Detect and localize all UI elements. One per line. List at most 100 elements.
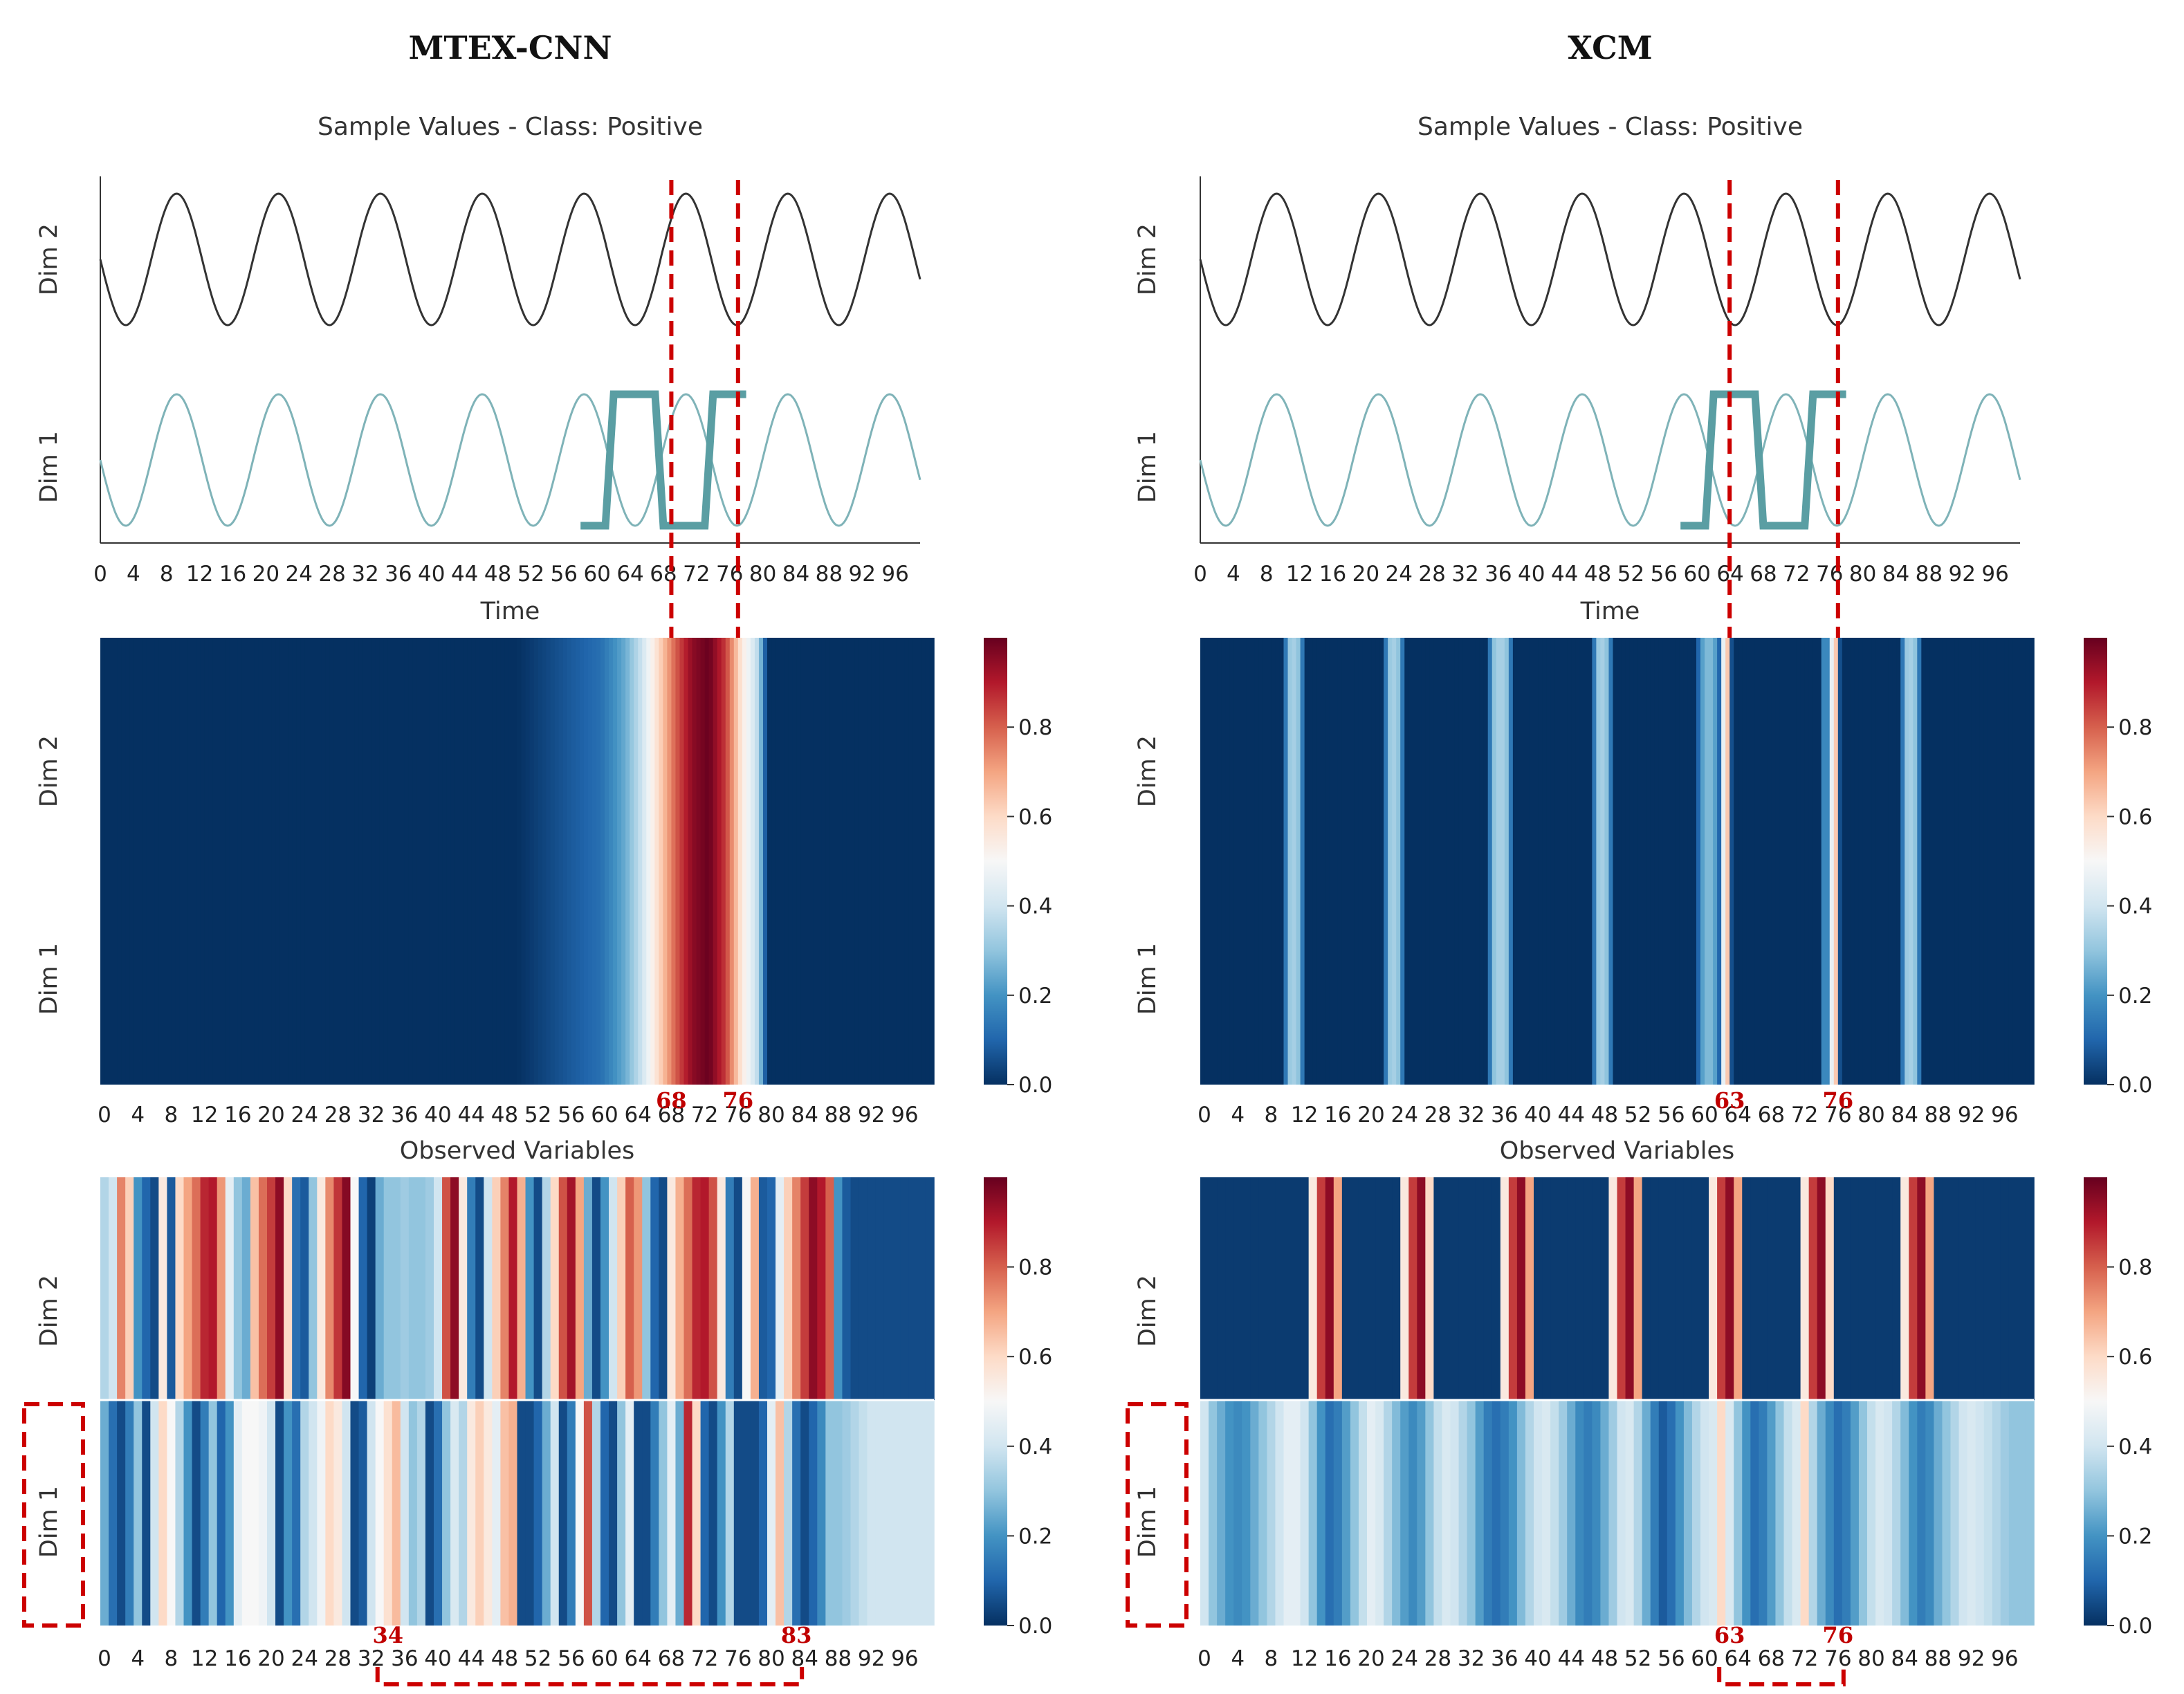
heatmap-cell [1709,638,1714,1085]
heatmap-cell [713,638,718,1085]
var-heatmap-cell [533,1177,543,1400]
var-heatmap-cell [1867,1177,1876,1400]
var-heatmap-cell [508,1177,518,1400]
var-x-tick: 88 [1925,1646,1952,1671]
var-heatmap-cell [1300,1177,1310,1400]
heatmap-cell [1579,638,1585,1085]
var-heatmap-cell [1534,1177,1543,1400]
heatmap-cell [1271,638,1276,1085]
heatmap-cell [129,638,135,1085]
heatmap-cell [1429,638,1435,1085]
var-x-tick: 36 [391,1646,418,1671]
line-x-tick: 64 [616,562,643,587]
heatmap-cell [1584,638,1589,1085]
var-x-tick: 8 [165,1646,178,1671]
heatmap-cell [1604,638,1610,1085]
var-heatmap-cell [125,1177,134,1400]
heatmap-cell [1504,638,1509,1085]
var-heatmap-cell [784,1400,793,1626]
line-x-tick: 56 [551,562,578,587]
heatmap-cell [1346,638,1351,1085]
heatmap-cell [809,638,814,1085]
var-heatmap-cell [367,1400,376,1626]
var-heatmap-cell [309,1177,318,1400]
heatmap-cell [1909,638,1914,1085]
var-heatmap-cell [1992,1177,2001,1400]
var-heatmap-cell [1200,1400,1209,1626]
heatmap-cell [1354,638,1359,1085]
var-heatmap-cell [358,1400,368,1626]
heatmap-x-tick: 12 [1291,1103,1318,1127]
var-heatmap-cell [617,1177,626,1400]
heatmap-cell [921,638,926,1085]
var-heatmap-cell [292,1400,301,1626]
heatmap-cell [400,638,405,1085]
heatmap-cell [1458,638,1464,1085]
heatmap-cell [721,638,726,1085]
var-mark-label: 83 [781,1622,812,1648]
heatmap-cell [525,638,531,1085]
var-heatmap-cell [241,1400,251,1626]
heatmap-cell [292,638,297,1085]
var-heatmap-cell [1525,1400,1534,1626]
var-heatmap-cell [342,1400,351,1626]
panel-title: MTEX-CNN [408,29,612,66]
heatmap-x-tick: 48 [491,1103,518,1127]
var-heatmap-cell [925,1177,935,1400]
var-heatmap-cell [1633,1177,1643,1400]
var-mark-label: 76 [1823,1622,1854,1648]
heatmap-cell [888,638,893,1085]
heatmap-cell [446,638,451,1085]
var-heatmap-cell [1316,1400,1326,1626]
var-heatmap-cell [1483,1177,1493,1400]
heatmap-x-tick: 8 [165,1103,178,1127]
heatmap-cell [138,638,143,1085]
heatmap-cell [434,638,439,1085]
var-heatmap-cell [883,1400,893,1626]
heatmap-cell [746,638,751,1085]
heatmap-x-tick: 60 [1691,1103,1718,1127]
var-heatmap-cell [325,1177,335,1400]
var-x-tick: 8 [1265,1646,1278,1671]
var-heatmap-cell [1308,1177,1318,1400]
var-heatmap-cell [425,1400,434,1626]
heatmap-cell [492,638,497,1085]
heatmap-cell [1725,638,1730,1085]
var-heatmap-cell [809,1177,818,1400]
line-x-tick: 24 [1386,562,1413,587]
var-heatmap-cell [1300,1400,1310,1626]
heatmap-cell [692,638,697,1085]
heatmap-cell [825,638,831,1085]
line-x-tick: 32 [1451,562,1478,587]
heatmap-x-tick: 8 [1265,1103,1278,1127]
var-heatmap-cell [1767,1400,1777,1626]
var-heatmap-cell [1817,1400,1826,1626]
heatmap-cell [117,638,122,1085]
heatmap-cell [1521,638,1526,1085]
heatmap-cell [617,638,622,1085]
heatmap-colorbar-tick: 0.6 [2118,804,2152,829]
var-heatmap-cell [2000,1400,2010,1626]
heatmap-cell [338,638,343,1085]
var-x-tick: 16 [224,1646,251,1671]
heatmap-cell [796,638,801,1085]
heatmap-cell [1759,638,1764,1085]
heatmap-cell [550,638,556,1085]
var-heatmap-cell [1542,1177,1551,1400]
heatmap-cell [488,638,493,1085]
var-heatmap-cell [850,1177,860,1400]
var-heatmap-cell [475,1177,485,1400]
heatmap-cell [1508,638,1514,1085]
var-heatmap-cell [1508,1400,1518,1626]
dim2-heatmap-label: Dim 2 [1134,735,1162,807]
heatmap-cell [742,638,747,1085]
heatmap-cell [208,638,214,1085]
heatmap-cell [250,638,255,1085]
var-heatmap-cell [109,1177,118,1400]
heatmap-cell [375,638,380,1085]
heatmap-cell [546,638,551,1085]
var-heatmap-cell [258,1177,268,1400]
var-heatmap-cell [758,1177,768,1400]
heatmap-cell [1880,638,1884,1085]
var-heatmap-cell [392,1177,401,1400]
